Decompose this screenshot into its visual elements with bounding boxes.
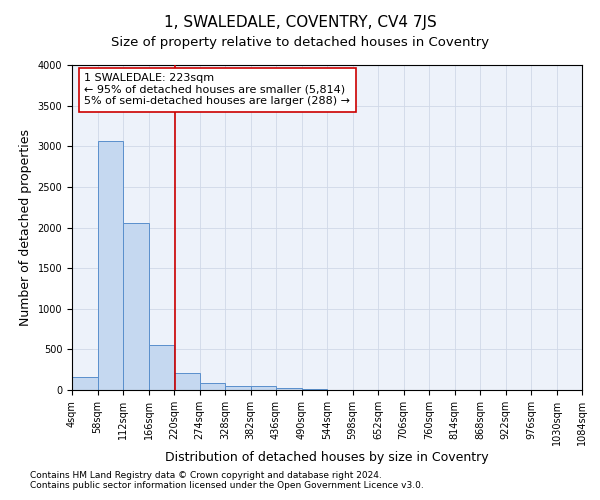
X-axis label: Distribution of detached houses by size in Coventry: Distribution of detached houses by size … <box>165 450 489 464</box>
Bar <box>200 382 225 390</box>
Text: Contains HM Land Registry data © Crown copyright and database right 2024.: Contains HM Land Registry data © Crown c… <box>30 470 382 480</box>
Text: Contains public sector information licensed under the Open Government Licence v3: Contains public sector information licen… <box>30 480 424 490</box>
Bar <box>72 378 97 390</box>
Bar <box>225 386 251 390</box>
Bar <box>149 344 174 390</box>
Text: 1 SWALEDALE: 223sqm
← 95% of detached houses are smaller (5,814)
5% of semi-deta: 1 SWALEDALE: 223sqm ← 95% of detached ho… <box>84 73 350 106</box>
Bar <box>302 389 327 390</box>
Bar <box>174 373 199 390</box>
Bar <box>97 142 123 390</box>
Bar <box>276 388 302 390</box>
Text: Size of property relative to detached houses in Coventry: Size of property relative to detached ho… <box>111 36 489 49</box>
Bar <box>251 386 276 390</box>
Text: 1, SWALEDALE, COVENTRY, CV4 7JS: 1, SWALEDALE, COVENTRY, CV4 7JS <box>164 15 436 30</box>
Bar <box>123 222 149 390</box>
Y-axis label: Number of detached properties: Number of detached properties <box>19 129 32 326</box>
